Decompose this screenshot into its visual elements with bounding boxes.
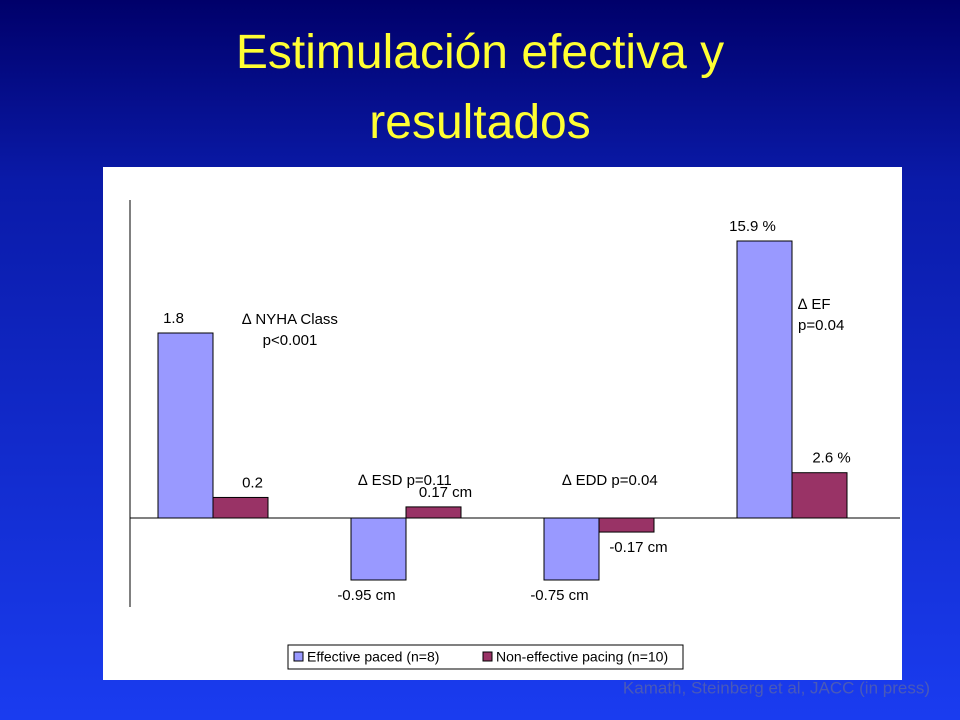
data-label: -0.17 cm [609,539,667,556]
bar [405,506,462,519]
bar [736,240,793,519]
annotation: p<0.001 [263,332,318,349]
annotation: ∆ EDD p=0.04 [562,472,657,489]
legend-label: Non-effective pacing (n=10) [496,649,668,665]
data-label: 1.8 [163,310,184,327]
data-label: -0.75 cm [530,587,588,604]
bar [157,332,214,519]
data-label: 0.2 [242,474,263,491]
legend [287,644,684,670]
annotation: ∆ EF [798,296,831,313]
data-label: 0.17 cm [419,484,472,501]
data-label: 15.9 % [729,218,776,235]
legend-label: Effective paced (n=8) [307,649,439,665]
data-label: -0.95 cm [337,587,395,604]
bar [350,517,407,581]
data-label: 2.6 % [812,450,850,467]
bar [791,472,848,519]
legend-swatch [482,651,493,662]
legend-swatch [293,651,304,662]
bar [543,517,600,581]
annotation: ∆ NYHA Class [242,311,338,328]
annotation: p=0.04 [798,317,844,334]
bar [598,517,655,533]
annotation: ∆ ESD p=0.11 [358,472,452,489]
bar [212,496,269,519]
source: Kamath, Steinberg et al, JACC (in press) [623,678,930,697]
slide-title: Estimulación efectiva y resultados [235,26,725,149]
